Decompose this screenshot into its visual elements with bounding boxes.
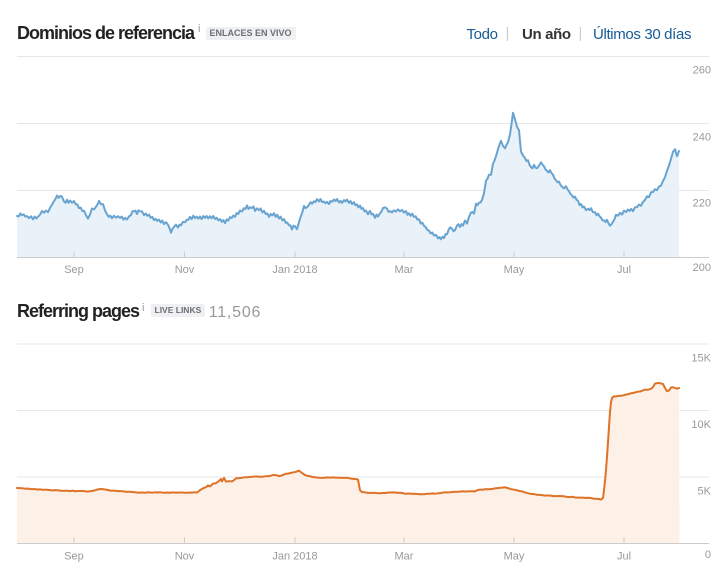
svg-text:220: 220: [693, 198, 711, 210]
svg-text:Nov: Nov: [175, 264, 195, 276]
svg-text:May: May: [504, 551, 525, 563]
svg-text:260: 260: [693, 65, 711, 77]
svg-text:Mar: Mar: [395, 551, 414, 563]
svg-text:Sep: Sep: [64, 264, 84, 276]
svg-text:240: 240: [693, 132, 711, 144]
svg-text:Jan 2018: Jan 2018: [272, 264, 317, 276]
svg-text:Jul: Jul: [617, 551, 631, 563]
svg-text:Jan 2018: Jan 2018: [272, 551, 317, 563]
svg-text:15K: 15K: [691, 353, 711, 365]
svg-text:Jul: Jul: [617, 264, 631, 276]
svg-text:0: 0: [705, 549, 711, 561]
svg-text:Nov: Nov: [175, 551, 195, 563]
svg-text:May: May: [504, 264, 525, 276]
svg-text:Sep: Sep: [64, 551, 84, 563]
svg-text:Mar: Mar: [395, 264, 414, 276]
svg-text:5K: 5K: [698, 486, 712, 498]
svg-text:10K: 10K: [691, 419, 711, 431]
svg-text:200: 200: [693, 262, 711, 274]
